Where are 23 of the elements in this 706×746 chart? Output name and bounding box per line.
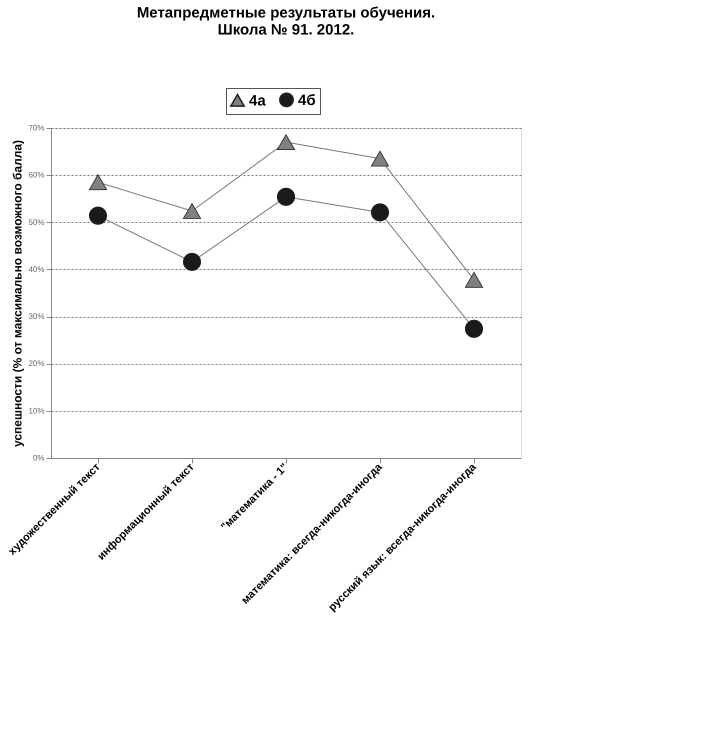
y-tick-label: 60% — [28, 170, 44, 180]
y-tick-label: 10% — [28, 406, 44, 416]
point — [276, 188, 296, 206]
point — [182, 203, 202, 219]
point — [182, 252, 202, 271]
point — [464, 272, 484, 288]
text: Школа № 91. 2012. — [218, 22, 354, 38]
y-tick-label: 0% — [32, 454, 44, 462]
y-axis-title: успешности (% от максимально возможного балла) — [10, 140, 24, 448]
point — [88, 206, 108, 225]
y-tick-label: 20% — [28, 359, 44, 368]
legend-label: 4а — [249, 92, 266, 110]
y-tick-label: 40% — [28, 264, 44, 274]
point — [370, 203, 390, 222]
point — [370, 150, 390, 167]
point — [276, 134, 296, 150]
y-tick-label: 70% — [28, 124, 44, 132]
y-tick-label: 50% — [28, 218, 44, 227]
point — [464, 320, 484, 338]
point — [88, 174, 108, 190]
text: Метапредметные результаты обучения. — [136, 4, 436, 22]
y-tick-label: 30% — [28, 312, 44, 322]
legend-label: 4б — [298, 92, 316, 109]
